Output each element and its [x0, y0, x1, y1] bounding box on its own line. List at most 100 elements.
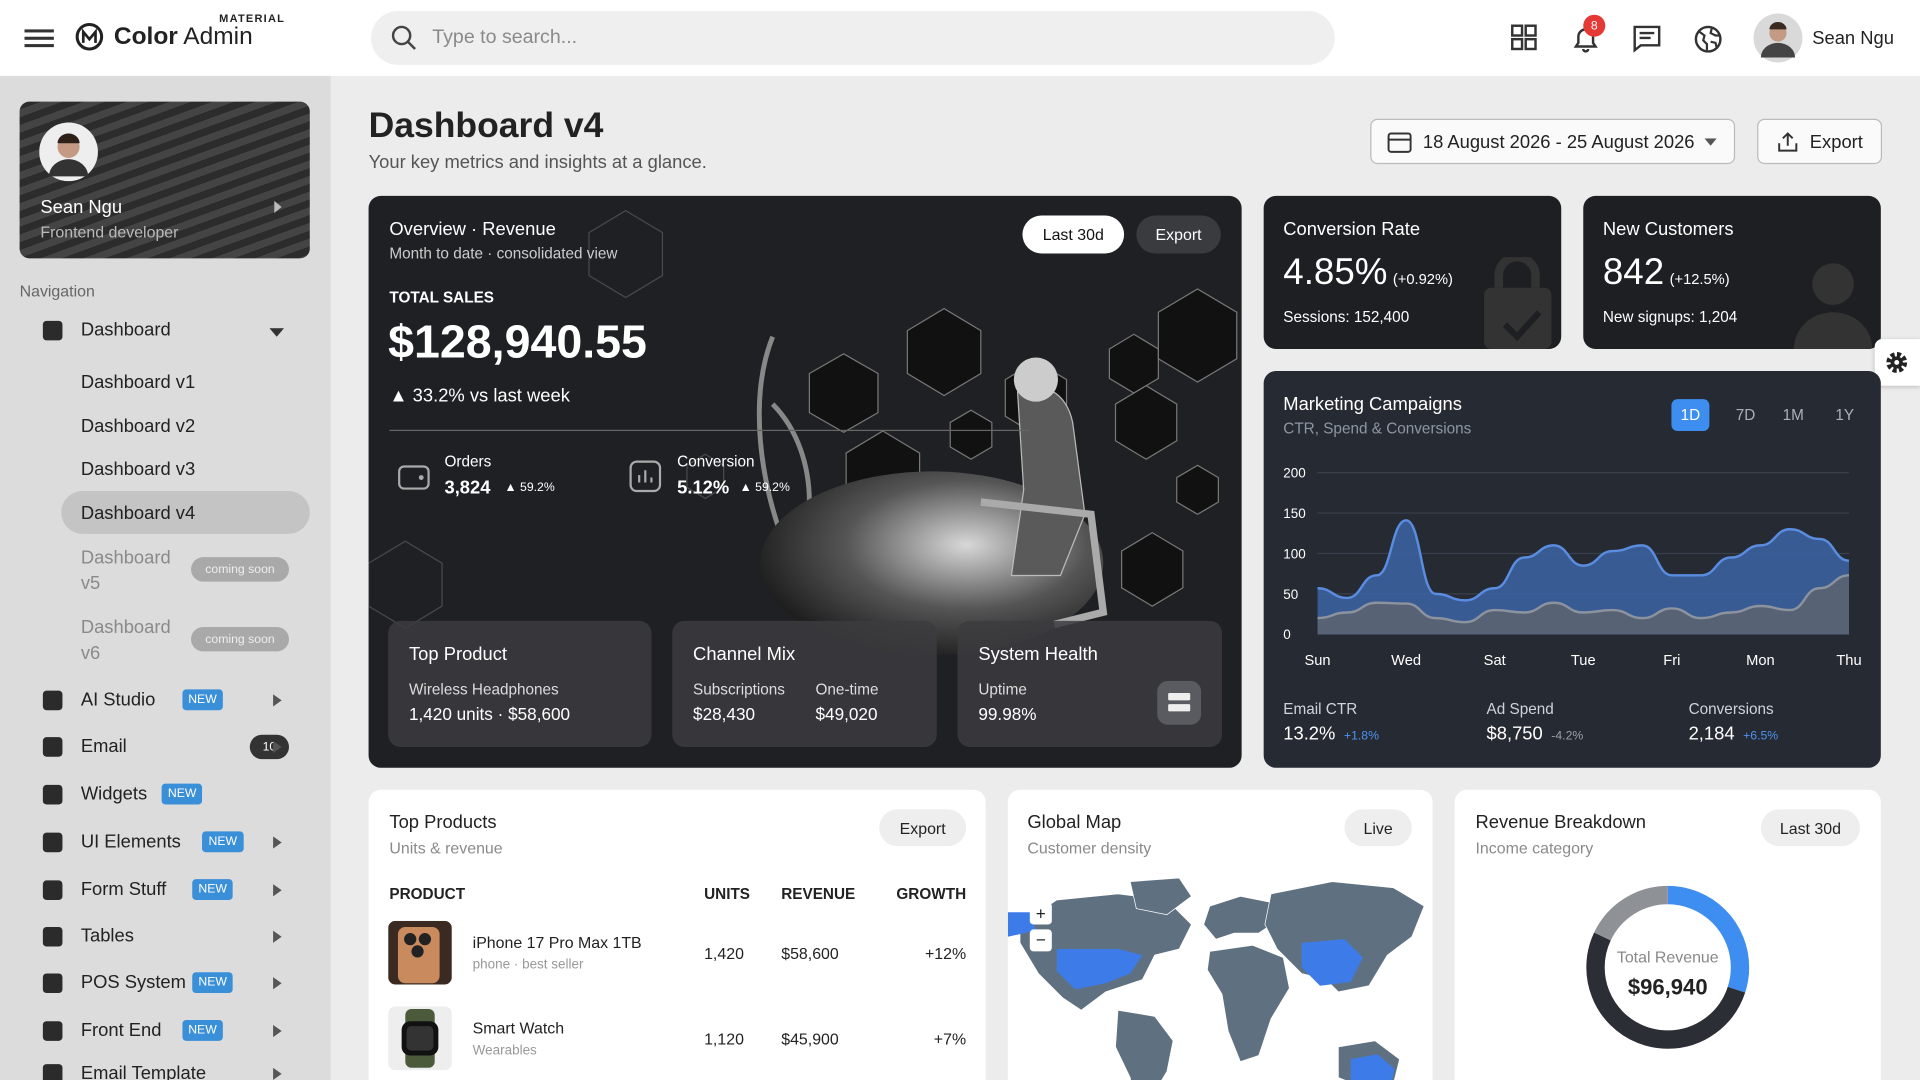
- menu-badge: NEW: [192, 972, 234, 994]
- live-button[interactable]: Live: [1344, 809, 1412, 847]
- menu-icon: [42, 926, 63, 947]
- menu-label[interactable]: Email Template: [80, 1062, 207, 1080]
- metric-change: -4.2%: [1551, 729, 1584, 744]
- metric-change: (+0.92%): [1392, 270, 1453, 288]
- y-tick-label: 150: [1283, 506, 1305, 521]
- total-change: ▲ 33.2% vs last week: [389, 385, 570, 407]
- menu-icon: [42, 784, 63, 805]
- card-subtitle: Income category: [1475, 838, 1594, 858]
- globe-icon[interactable]: [1693, 24, 1722, 53]
- lock-decoration: [1484, 257, 1552, 349]
- metric-value: 13.2%: [1283, 723, 1336, 745]
- world-map: +−: [1007, 877, 1425, 1080]
- submenu-label[interactable]: Dashboard v4: [80, 503, 196, 525]
- product-growth: +12%: [924, 944, 967, 963]
- metric-row: $8,750 -4.2%: [1487, 724, 1584, 746]
- date-caret: [1704, 138, 1717, 146]
- overview-card: Overview · Revenue Month to date · conso…: [368, 195, 1242, 768]
- menu-label[interactable]: UI Elements: [80, 831, 181, 853]
- user-avatar[interactable]: [1753, 13, 1803, 63]
- column-header: REVENUE: [781, 885, 856, 903]
- metric-label: Email CTR: [1283, 700, 1358, 718]
- x-tick-label: Sat: [1484, 653, 1506, 669]
- x-tick-label: Fri: [1663, 653, 1680, 669]
- menu-label[interactable]: POS System: [80, 972, 186, 994]
- page-title: Dashboard v4: [368, 106, 604, 146]
- menu-icon: [42, 1021, 63, 1041]
- metric-change: +1.8%: [1343, 729, 1380, 744]
- product-image: [388, 1006, 452, 1071]
- metric-detail: New signups: 1,204: [1602, 308, 1738, 326]
- brand-tag: MATERIAL: [219, 12, 286, 25]
- total-label: TOTAL SALES: [389, 288, 495, 307]
- brand-suffix: Admin: [183, 23, 253, 51]
- tile-value: $28,430: [693, 704, 756, 724]
- svg-text:+: +: [1036, 904, 1046, 924]
- tile-line: 1,420 units · $58,600: [408, 704, 571, 724]
- menu-arrow: [273, 1024, 282, 1038]
- metric: 842 (+12.5%): [1603, 252, 1730, 294]
- settings-tab[interactable]: [1874, 339, 1920, 386]
- menu-icon: [42, 973, 63, 994]
- menu-label[interactable]: AI Studio: [80, 689, 156, 711]
- svg-text:−: −: [1036, 929, 1046, 949]
- search-icon: [391, 25, 416, 50]
- menu-label[interactable]: Email: [80, 735, 127, 757]
- submenu-label[interactable]: Dashboard v1: [80, 372, 196, 394]
- menu-label[interactable]: Tables: [80, 925, 134, 947]
- menu-arrow: [273, 977, 282, 990]
- menu-label[interactable]: Dashboard: [80, 319, 171, 341]
- overview-export-button[interactable]: Export: [1136, 215, 1221, 254]
- orders-change-text: 59.2%: [520, 481, 555, 495]
- menu-label[interactable]: Widgets: [80, 783, 148, 805]
- menu-label[interactable]: Front End: [80, 1020, 162, 1041]
- nav-label: Navigation: [19, 281, 95, 300]
- date-range-button[interactable]: 18 August 2026 - 25 August 2026: [1370, 118, 1736, 165]
- revenue-range-button[interactable]: Last 30d: [1760, 809, 1860, 847]
- apps-icon[interactable]: [1511, 24, 1538, 51]
- zoom-controls[interactable]: +−: [1029, 902, 1052, 952]
- export-label: Export: [1809, 132, 1863, 154]
- range-tab[interactable]: 1D: [1671, 399, 1710, 432]
- menu-badge: NEW: [182, 1020, 223, 1041]
- export-button[interactable]: Export: [1757, 118, 1883, 165]
- donut-value: $96,940: [1627, 974, 1708, 1000]
- range-tab[interactable]: 1Y: [1835, 406, 1855, 424]
- tile-top-product: Top Product Wireless Headphones 1,420 un…: [388, 620, 652, 747]
- x-tick-label: Sun: [1304, 653, 1330, 669]
- menu-badge: NEW: [182, 689, 223, 711]
- menu-active: [61, 491, 310, 534]
- column-header: GROWTH: [896, 885, 967, 903]
- product-units: 1,120: [704, 1029, 744, 1049]
- x-tick-label: Thu: [1836, 653, 1861, 669]
- products-export-button[interactable]: Export: [879, 809, 967, 847]
- menu-arrow: [273, 1067, 282, 1080]
- brand: Color Admin: [114, 23, 253, 51]
- menu-toggle[interactable]: [24, 27, 56, 49]
- menu-badge: NEW: [192, 879, 234, 900]
- card-title: Global Map: [1027, 811, 1122, 833]
- calendar-icon: [1387, 132, 1412, 153]
- profile-card[interactable]: Sean Ngu Frontend developer: [19, 101, 310, 259]
- card-subtitle: CTR, Spend & Conversions: [1283, 420, 1472, 438]
- last-30d-button[interactable]: Last 30d: [1022, 215, 1125, 254]
- metric-label: Conversions: [1688, 700, 1774, 718]
- card-title: Marketing Campaigns: [1283, 394, 1462, 416]
- chart-icon: [629, 460, 662, 493]
- metric-value: $8,750: [1486, 723, 1543, 745]
- tile-title: Channel Mix: [693, 644, 796, 665]
- search-box[interactable]: Type to search...: [371, 11, 1335, 65]
- wallet-icon: [398, 465, 430, 490]
- user-name[interactable]: Sean Ngu: [1812, 28, 1894, 49]
- x-tick-label: Wed: [1391, 653, 1421, 669]
- submenu-label[interactable]: Dashboard v6: [80, 617, 171, 664]
- submenu-label[interactable]: Dashboard v3: [80, 459, 196, 480]
- range-tab[interactable]: 7D: [1735, 406, 1756, 424]
- range-tab[interactable]: 1M: [1782, 406, 1804, 424]
- submenu-label[interactable]: Dashboard v2: [80, 416, 196, 438]
- chat-icon[interactable]: [1632, 24, 1661, 53]
- submenu-label[interactable]: Dashboard v5: [80, 547, 171, 594]
- profile-role: Frontend developer: [40, 222, 179, 242]
- menu-label[interactable]: Form Stuff: [80, 879, 167, 900]
